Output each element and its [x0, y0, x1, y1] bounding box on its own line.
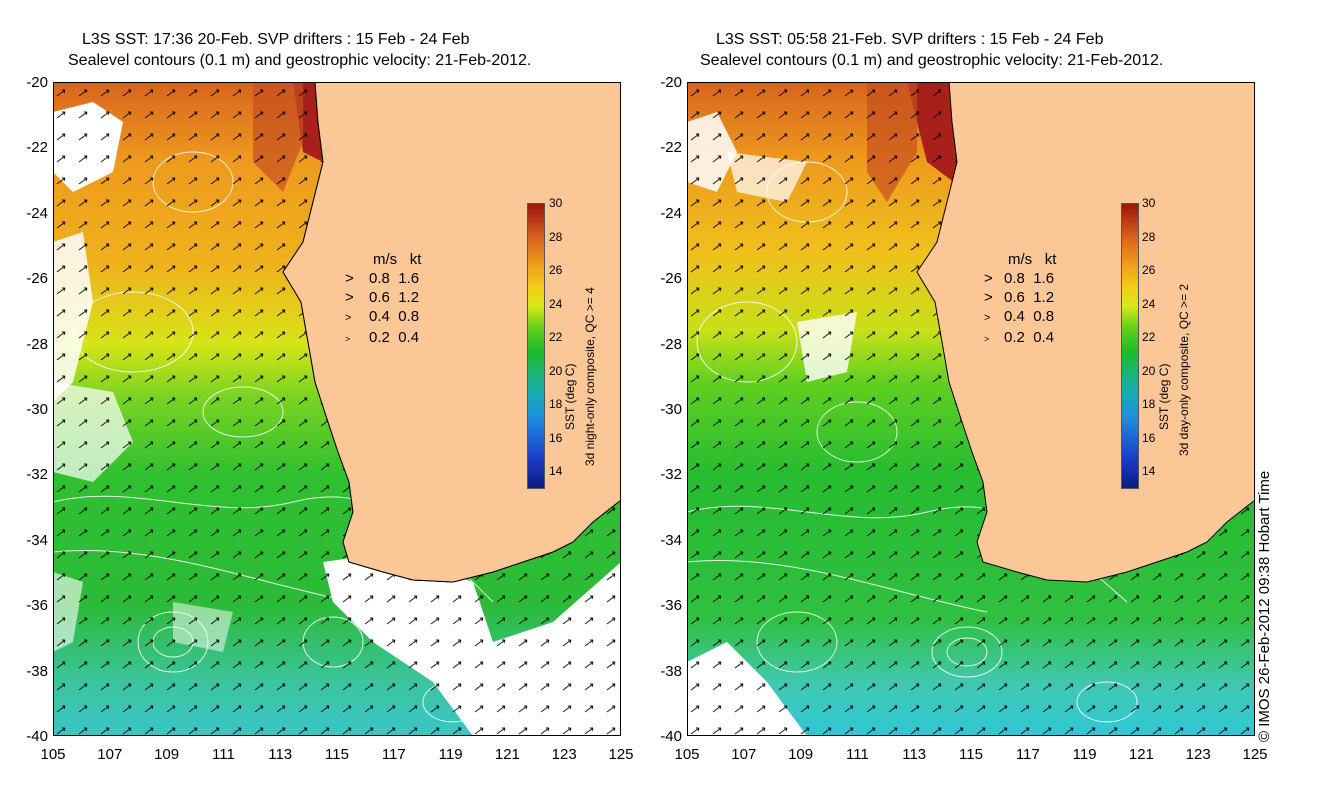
lon-tick-label: 125 [1242, 746, 1268, 763]
colorbar-tick-label: 18 [1142, 397, 1156, 411]
legend-ms: 0.2 [369, 329, 390, 346]
lat-tick-label: -30 [26, 401, 48, 418]
lon-tick-label: 111 [845, 746, 869, 763]
lat-tick-label: -20 [660, 74, 682, 91]
lat-tick-label: -26 [660, 270, 682, 288]
legend-ms: 0.6 [1004, 289, 1025, 306]
lon-tick-label: 125 [608, 746, 634, 763]
legend-ms: 0.8 [369, 270, 390, 287]
colorbar-tick-label: 30 [1142, 196, 1156, 210]
left-title-line2: Sealevel contours (0.1 m) and geostrophi… [68, 52, 532, 69]
lat-tick-label: -22 [660, 139, 682, 157]
lon-tick-label: 109 [154, 746, 180, 763]
lon-tick-label: 119 [1072, 746, 1097, 763]
lat-tick-label: -40 [660, 728, 682, 745]
legend-header-kt: kt [409, 251, 422, 268]
lat-tick-label: -22 [26, 139, 48, 157]
lon-tick-label: 121 [1128, 746, 1154, 763]
legend-kt: 0.8 [1033, 308, 1055, 325]
lon-tick-label: 121 [494, 746, 520, 763]
colorbar-tick-label: 28 [1142, 229, 1156, 244]
right-colorbar-sublabel: 3d day-only composite, QC >= 2 [1177, 283, 1191, 456]
colorbar-tick-label: 16 [1142, 430, 1156, 445]
lon-tick-label: 113 [268, 746, 293, 763]
legend-ms: 0.8 [1004, 270, 1025, 287]
imos-credit: © IMOS 26-Feb-2012 09:38 Hobart Time [1256, 470, 1273, 742]
lon-tick-label: 111 [211, 746, 235, 763]
left-colorbar [527, 203, 545, 489]
lon-tick-label: 123 [1185, 746, 1211, 763]
legend-ms: 0.4 [369, 308, 390, 325]
right-colorbar-label: SST (deg C) [1157, 363, 1171, 430]
lat-tick-label: -32 [26, 466, 48, 484]
colorbar-tick-label: 22 [1142, 330, 1156, 344]
lon-tick-label: 107 [731, 746, 757, 763]
lon-tick-label: 115 [325, 746, 349, 763]
legend-header-ms: m/s [1008, 251, 1033, 268]
lat-tick-label: -36 [26, 597, 48, 615]
colorbar-tick-label: 20 [1142, 363, 1156, 378]
colorbar-tick-label: 26 [549, 263, 563, 277]
lat-tick-label: -34 [26, 531, 48, 549]
right-velocity-legend: m/s kt >0.8 1.6 >0.6 1.2 >0.4 0.8 >0.2 0… [984, 251, 1057, 346]
colorbar-tick-label: 22 [549, 330, 563, 344]
lat-tick-label: -28 [26, 335, 48, 353]
legend-kt: 1.2 [1033, 289, 1055, 306]
legend-kt: 0.4 [1033, 329, 1055, 346]
lat-tick-label: -24 [26, 204, 48, 222]
lon-tick-label: 113 [902, 746, 927, 763]
lat-tick-label: -34 [660, 531, 682, 549]
lat-tick-label: -28 [660, 335, 682, 353]
lon-tick-label: 105 [40, 746, 66, 763]
legend-kt: 0.4 [398, 329, 420, 346]
lat-tick-label: -24 [660, 204, 682, 222]
colorbar-tick-label: 26 [1142, 263, 1156, 277]
lat-tick-label: -38 [26, 662, 48, 680]
legend-kt: 1.6 [398, 270, 420, 287]
lon-tick-label: 123 [551, 746, 577, 763]
lat-tick-label: -40 [26, 728, 48, 745]
lon-tick-label: 119 [438, 746, 463, 763]
lat-tick-label: -20 [26, 74, 48, 91]
legend-ms: 0.2 [1004, 329, 1025, 346]
legend-kt: 1.2 [398, 289, 420, 306]
lat-tick-label: -32 [660, 466, 682, 484]
colorbar-tick-label: 18 [549, 397, 563, 411]
lat-tick-label: -26 [26, 270, 48, 288]
legend-header-kt: kt [1044, 251, 1057, 268]
colorbar-tick-label: 30 [549, 196, 563, 210]
lon-tick-label: 117 [381, 746, 406, 763]
lon-tick-label: 107 [97, 746, 123, 763]
lon-tick-label: 109 [788, 746, 814, 763]
right-sst-map [687, 82, 1255, 736]
right-map-panel [687, 82, 1255, 736]
left-title-line1: L3S SST: 17:36 20-Feb. SVP drifters : 15… [82, 31, 470, 48]
lat-tick-label: -36 [660, 597, 682, 615]
legend-ms: 0.6 [369, 289, 390, 306]
lon-tick-label: 115 [959, 746, 983, 763]
left-colorbar-sublabel: 3d night-only composite, QC >= 4 [583, 287, 597, 466]
colorbar-tick-label: 24 [1142, 296, 1156, 311]
left-velocity-legend: m/s kt >0.8 1.6 >0.6 1.2 >0.4 0.8 >0.2 0… [345, 251, 422, 346]
lon-tick-label: 105 [674, 746, 700, 763]
colorbar-tick-label: 14 [549, 464, 563, 478]
legend-kt: 0.8 [398, 308, 420, 325]
lon-tick-label: 117 [1015, 746, 1040, 763]
legend-header-ms: m/s [373, 251, 398, 268]
right-title-line2: Sealevel contours (0.1 m) and geostrophi… [700, 52, 1164, 69]
lat-tick-label: -30 [660, 401, 682, 418]
colorbar-tick-label: 20 [549, 363, 563, 378]
legend-kt: 1.6 [1033, 270, 1055, 287]
left-colorbar-label: SST (deg C) [563, 363, 577, 430]
colorbar-tick-label: 28 [549, 229, 563, 244]
colorbar-tick-label: 14 [1142, 464, 1156, 478]
lat-tick-label: -38 [660, 662, 682, 680]
right-title-line1: L3S SST: 05:58 21-Feb. SVP drifters : 15… [716, 31, 1104, 48]
right-colorbar [1121, 203, 1139, 489]
legend-ms: 0.4 [1004, 308, 1025, 325]
colorbar-tick-label: 24 [549, 296, 563, 311]
colorbar-tick-label: 16 [549, 430, 563, 445]
